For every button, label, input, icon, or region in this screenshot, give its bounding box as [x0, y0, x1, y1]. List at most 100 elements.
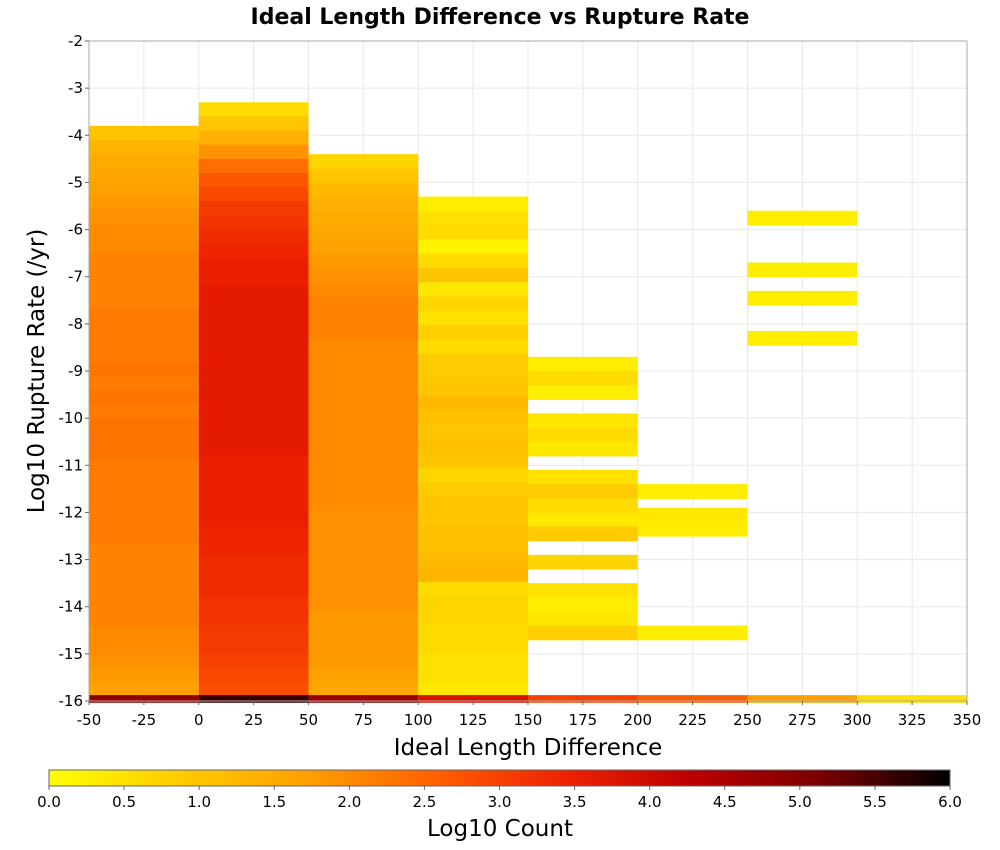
- heatmap-cell: [308, 154, 419, 170]
- heatmap-cell: [198, 526, 309, 542]
- x-tick-label: 250: [733, 711, 762, 729]
- heatmap-cell: [89, 473, 199, 489]
- y-tick-label: -15: [59, 645, 84, 663]
- heatmap-cell: [198, 441, 309, 457]
- heatmap-cell: [528, 356, 638, 372]
- heatmap-cell: [418, 553, 528, 569]
- heatmap-cell: [418, 453, 528, 469]
- x-axis-label: Ideal Length Difference: [394, 735, 663, 761]
- heatmap-cell: [418, 325, 528, 340]
- heatmap-cell: [418, 582, 528, 597]
- x-tick-label: 150: [514, 711, 543, 729]
- heatmap-cell: [308, 682, 419, 697]
- heatmap-cell: [89, 584, 199, 600]
- heatmap-cell: [308, 539, 419, 555]
- heatmap-cell: [89, 292, 199, 308]
- heatmap-cell: [308, 482, 419, 498]
- heatmap-cell: [418, 353, 528, 369]
- heatmap-cell: [198, 498, 309, 514]
- heatmap-cell: [418, 296, 528, 312]
- x-tick-label: 275: [788, 711, 817, 729]
- heatmap-cell: [418, 239, 528, 255]
- heatmap-cell: [308, 353, 419, 369]
- colorbar-tick-label: 1.5: [262, 793, 286, 811]
- heatmap-cell: [89, 487, 199, 503]
- heatmap-cell: [418, 267, 528, 283]
- heatmap-cell: [89, 153, 199, 169]
- heatmap-cell: [418, 596, 528, 612]
- heatmap-cell: [418, 225, 528, 241]
- x-tick-label: 200: [623, 711, 652, 729]
- heatmap-cell: [528, 385, 638, 400]
- heatmap-cell: [308, 268, 419, 284]
- heatmap-cell: [528, 498, 638, 514]
- heatmap-cell: [198, 286, 309, 301]
- heatmap-cell: [528, 554, 638, 570]
- heatmap-cell: [637, 507, 748, 523]
- colorbar-ticks: 0.0 0.5 1.0 1.5 2.0 2.5 3.0 3.5 4.0 4.5 5.0 5.5 6.0: [37, 786, 962, 811]
- heatmap-cell: [89, 668, 199, 683]
- heatmap-cell: [89, 501, 199, 517]
- heatmap-cell: [418, 510, 528, 526]
- heatmap-cell: [308, 339, 419, 355]
- y-tick-label: -9: [68, 362, 83, 380]
- heatmap-cell: [857, 695, 967, 703]
- heatmap-cell: [198, 427, 309, 443]
- x-tick-label: 300: [843, 711, 872, 729]
- heatmap-cell: [89, 167, 199, 183]
- heatmap-cell: [418, 639, 528, 655]
- heatmap-cell: [198, 385, 309, 400]
- heatmap-cell: [418, 653, 528, 669]
- heatmap-cell: [418, 524, 528, 540]
- heatmap-cell: [89, 626, 199, 642]
- heatmap-cell: [308, 439, 419, 455]
- heatmap-cell: [89, 612, 199, 628]
- heatmap-cell: [528, 413, 638, 429]
- heatmap-cell: [198, 173, 309, 188]
- heatmap-cell: [418, 339, 528, 355]
- heatmap-cell: [637, 521, 748, 537]
- heatmap-cell: [308, 196, 419, 212]
- heatmap-cell: [89, 278, 199, 294]
- y-tick-label: -7: [68, 268, 83, 286]
- heatmap-cell: [198, 611, 309, 627]
- heatmap-cell: [528, 484, 638, 499]
- heatmap-cell: [308, 396, 419, 412]
- heatmap-cell: [308, 168, 419, 184]
- heatmap-cell: [198, 116, 309, 132]
- heatmap-cell: [89, 195, 199, 210]
- x-tick-label: 350: [953, 711, 982, 729]
- y-tick-label: -2: [68, 32, 83, 50]
- colorbar-tick-label: 1.0: [187, 793, 211, 811]
- heatmap-cell: [198, 257, 309, 273]
- heatmap-cell: [89, 362, 199, 377]
- colorbar-tick-label: 3.0: [488, 793, 512, 811]
- heatmap-cell: [198, 371, 309, 386]
- heatmap-cell: [308, 425, 419, 441]
- heatmap-cell: [89, 376, 199, 391]
- heatmap-cell: [89, 404, 199, 419]
- heatmap-cell: [418, 410, 528, 426]
- heatmap-cell: [418, 682, 528, 697]
- colorbar-tick-label: 4.5: [713, 793, 737, 811]
- heatmap-cell: [308, 653, 419, 669]
- heatmap-cell: [89, 529, 199, 544]
- heatmap-cell: [747, 262, 858, 278]
- heatmap-cell: [308, 325, 419, 341]
- heatmap-cell: [198, 356, 309, 372]
- heatmap-cell: [198, 583, 309, 598]
- heatmap-cell: [418, 367, 528, 383]
- heatmap-cell: [89, 515, 199, 530]
- heatmap-cell: [89, 390, 199, 405]
- heatmap-cell: [308, 624, 419, 640]
- heatmap-cell: [418, 210, 528, 226]
- x-tick-label: 100: [404, 711, 433, 729]
- heatmap-cell: [418, 567, 528, 583]
- heatmap-cell: [308, 239, 419, 255]
- heatmap-cell: [198, 229, 309, 245]
- heatmap-cell: [198, 399, 309, 415]
- heatmap-cell: [89, 251, 199, 266]
- heatmap-cell: [418, 539, 528, 555]
- heatmap-cell: [637, 695, 748, 703]
- chart-title: Ideal Length Difference vs Rupture Rate: [251, 5, 750, 30]
